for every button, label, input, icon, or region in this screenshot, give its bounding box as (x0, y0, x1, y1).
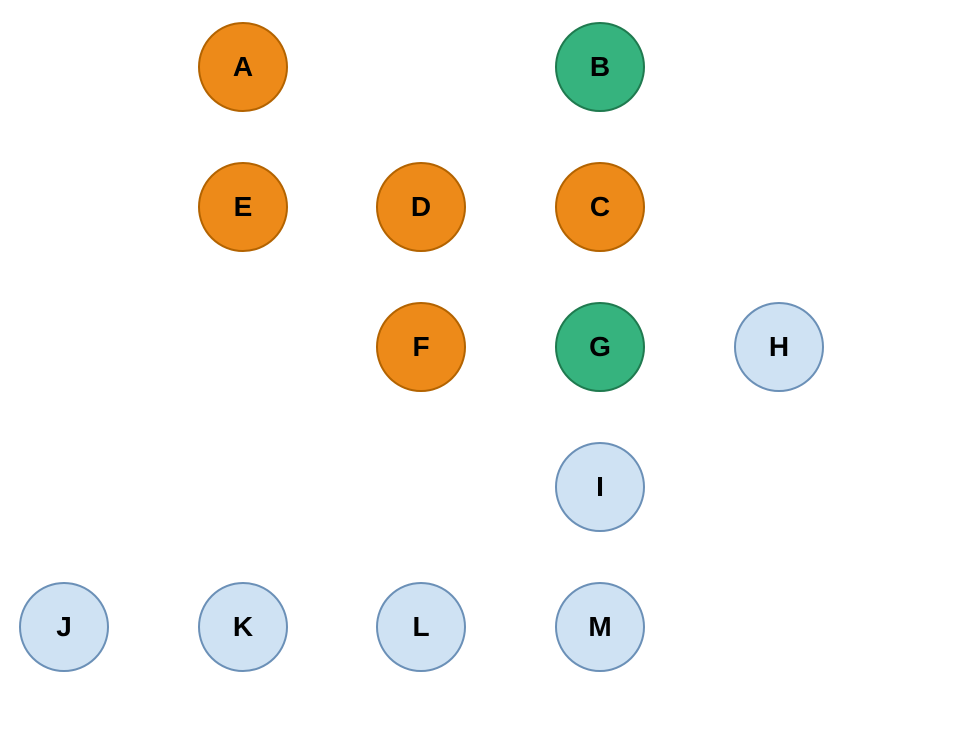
node-a: A (198, 22, 288, 112)
node-e: E (198, 162, 288, 252)
node-label-g: G (589, 331, 611, 363)
node-label-i: I (596, 471, 604, 503)
node-b: B (555, 22, 645, 112)
node-label-h: H (769, 331, 789, 363)
node-c: C (555, 162, 645, 252)
node-j: J (19, 582, 109, 672)
node-label-f: F (412, 331, 429, 363)
node-d: D (376, 162, 466, 252)
node-label-a: A (233, 51, 253, 83)
node-h: H (734, 302, 824, 392)
node-m: M (555, 582, 645, 672)
node-label-m: M (588, 611, 611, 643)
node-label-b: B (590, 51, 610, 83)
node-g: G (555, 302, 645, 392)
node-label-j: J (56, 611, 72, 643)
node-label-c: C (590, 191, 610, 223)
node-f: F (376, 302, 466, 392)
node-l: L (376, 582, 466, 672)
node-label-l: L (412, 611, 429, 643)
node-k: K (198, 582, 288, 672)
node-label-e: E (234, 191, 253, 223)
node-label-d: D (411, 191, 431, 223)
diagram-canvas: A B E D C F G H I J K L M (0, 0, 975, 732)
node-label-k: K (233, 611, 253, 643)
node-i: I (555, 442, 645, 532)
